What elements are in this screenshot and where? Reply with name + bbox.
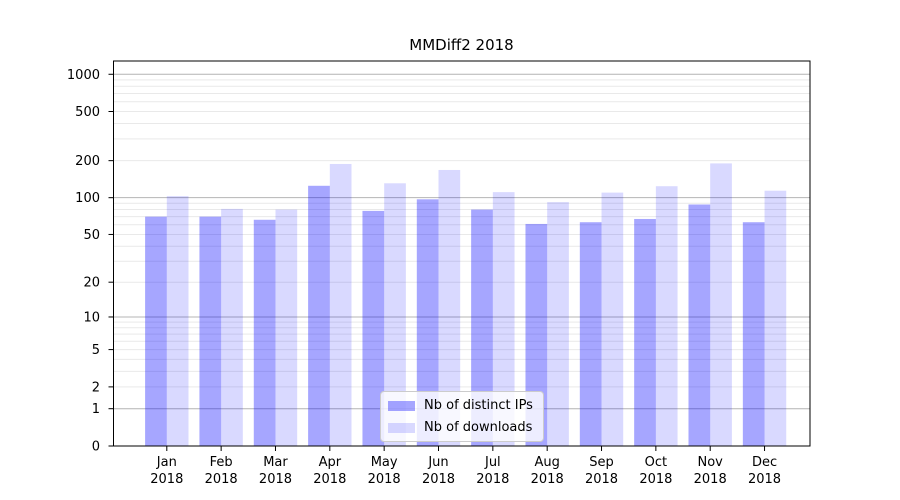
x-tick-label-year-jul: 2018 <box>476 472 509 487</box>
bar-nb-of-distinct-ips-dec <box>742 222 765 446</box>
y-tick-label-100: 100 <box>75 191 100 206</box>
x-tick-label-month-nov: Nov <box>698 455 724 470</box>
bar-nb-of-downloads-apr <box>329 163 352 446</box>
x-tick-label-month-dec: Dec <box>752 455 777 470</box>
y-tick-label-5: 5 <box>92 343 100 358</box>
y-tick-label-500: 500 <box>75 105 100 120</box>
x-tick-label-year-may: 2018 <box>368 472 401 487</box>
bar-nb-of-distinct-ips-jun <box>416 199 439 446</box>
bar-nb-of-downloads-nov <box>710 163 732 446</box>
legend: Nb of distinct IPs Nb of downloads <box>380 391 544 442</box>
bar-nb-of-distinct-ips-may <box>362 210 385 446</box>
x-tick-label-month-jun: Jun <box>427 455 448 470</box>
y-tick-label-0: 0 <box>92 440 100 455</box>
y-tick-label-20: 20 <box>83 276 100 291</box>
y-tick-label-200: 200 <box>75 154 100 169</box>
x-tick-label-month-oct: Oct <box>645 455 667 470</box>
x-tick-label-month-aug: Aug <box>534 455 559 470</box>
bar-nb-of-distinct-ips-apr <box>308 185 330 446</box>
x-tick-label-month-may: May <box>371 455 398 470</box>
axes-frame <box>113 60 811 447</box>
x-tick-label-month-apr: Apr <box>319 455 342 470</box>
x-tick-label-month-jan: Jan <box>156 455 177 470</box>
x-tick-label-year-oct: 2018 <box>639 472 672 487</box>
y-tick-label-10: 10 <box>83 310 100 325</box>
bar-nb-of-downloads-feb <box>221 208 243 446</box>
y-tick-label-2: 2 <box>92 380 100 395</box>
x-tick-label-year-aug: 2018 <box>531 472 564 487</box>
bar-nb-of-distinct-ips-oct <box>634 218 656 446</box>
x-tick-label-year-dec: 2018 <box>748 472 781 487</box>
x-tick-label-year-jun: 2018 <box>422 472 455 487</box>
legend-item-distinct-ips: Nb of distinct IPs <box>388 396 533 415</box>
bar-nb-of-downloads-sep <box>601 192 624 446</box>
y-tick-label-50: 50 <box>83 228 100 243</box>
bar-nb-of-downloads-may <box>384 183 406 446</box>
bar-nb-of-downloads-oct <box>655 186 678 446</box>
x-tick-label-month-jul: Jul <box>484 455 501 470</box>
x-tick-label-month-feb: Feb <box>210 455 233 470</box>
legend-item-downloads: Nb of downloads <box>388 418 533 437</box>
bar-nb-of-downloads-aug <box>547 202 569 446</box>
bar-nb-of-distinct-ips-mar <box>253 219 276 446</box>
x-tick-label-year-sep: 2018 <box>585 472 618 487</box>
bar-nb-of-downloads-jun <box>438 169 461 446</box>
bar-nb-of-distinct-ips-feb <box>199 216 222 446</box>
y-tick-label-1: 1 <box>92 402 100 417</box>
x-tick-label-year-mar: 2018 <box>259 472 292 487</box>
x-tick-label-month-mar: Mar <box>263 455 288 470</box>
legend-swatch-distinct-ips <box>388 400 415 411</box>
x-tick-label-year-feb: 2018 <box>205 472 238 487</box>
bar-nb-of-downloads-jul <box>492 192 515 446</box>
x-tick-label-year-jan: 2018 <box>150 472 183 487</box>
bar-nb-of-downloads-dec <box>764 190 787 446</box>
bar-nb-of-distinct-ips-aug <box>525 223 548 446</box>
chart-title: MMDiff2 2018 <box>409 36 514 54</box>
legend-label-downloads: Nb of downloads <box>424 420 533 435</box>
x-tick-label-year-apr: 2018 <box>313 472 346 487</box>
bar-nb-of-distinct-ips-jan <box>145 216 167 446</box>
x-tick-label-year-nov: 2018 <box>694 472 727 487</box>
bar-nb-of-downloads-jan <box>166 196 189 446</box>
bar-nb-of-downloads-mar <box>275 209 298 446</box>
legend-label-distinct-ips: Nb of distinct IPs <box>424 398 533 413</box>
y-tick-label-1000: 1000 <box>67 68 100 83</box>
x-tick-label-month-sep: Sep <box>589 455 614 470</box>
bar-nb-of-distinct-ips-sep <box>579 222 602 446</box>
bar-nb-of-distinct-ips-nov <box>688 204 711 446</box>
bar-nb-of-distinct-ips-jul <box>471 209 493 446</box>
legend-swatch-downloads <box>388 422 415 433</box>
